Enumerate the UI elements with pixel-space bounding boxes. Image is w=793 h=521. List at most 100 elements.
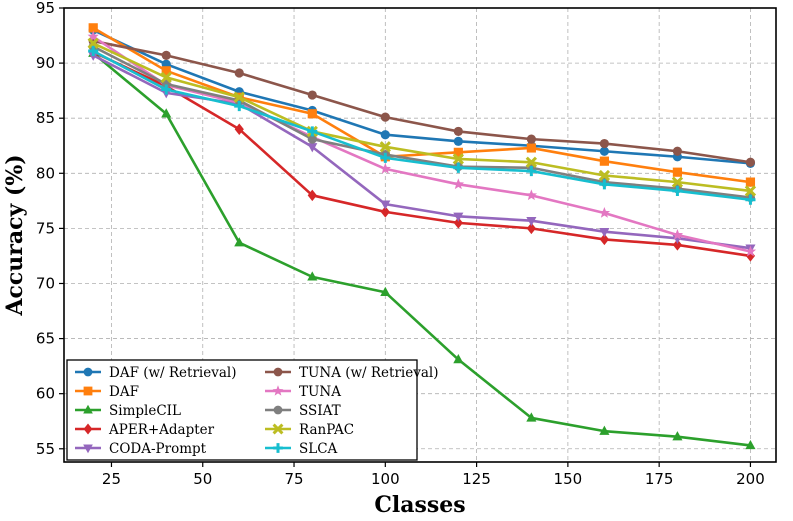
- data-point: [379, 162, 391, 174]
- data-point: [453, 126, 463, 137]
- data-point: [87, 37, 99, 49]
- series-ranpac: [87, 37, 757, 197]
- data-point: [307, 109, 317, 119]
- data-point: [453, 147, 463, 157]
- legend-label: CODA-Prompt: [109, 441, 207, 457]
- y-tick-label: 75: [36, 219, 55, 237]
- data-point: [744, 185, 757, 197]
- data-point: [307, 271, 318, 281]
- series-layer: [87, 23, 757, 450]
- data-point: [88, 51, 99, 61]
- series-line: [92, 28, 751, 165]
- data-point: [161, 50, 171, 60]
- data-point: [598, 169, 611, 182]
- data-point: [307, 90, 317, 100]
- data-point: [234, 237, 245, 247]
- data-point: [745, 157, 756, 167]
- y-tick-label: 60: [36, 385, 55, 403]
- legend-item: SLCA: [265, 441, 338, 457]
- y-tick-label: 65: [36, 330, 55, 348]
- legend-marker: [83, 423, 93, 435]
- data-point: [234, 68, 244, 78]
- data-point: [380, 286, 391, 296]
- legend: DAF (w/ Retrieval) DAF SimpleCIL APER+Adapt…: [66, 359, 439, 461]
- data-point: [672, 239, 683, 251]
- data-point: [526, 412, 537, 422]
- data-point: [161, 66, 171, 76]
- series-ssiat: [88, 41, 756, 203]
- y-tick-label: 80: [36, 164, 55, 182]
- legend-label: SSIAT: [299, 403, 341, 419]
- data-point: [526, 216, 537, 227]
- data-point: [525, 189, 538, 201]
- series-line: [92, 50, 751, 258]
- legend-label: SimpleCIL: [109, 403, 181, 419]
- data-point: [745, 439, 756, 450]
- legend-marker: [83, 367, 93, 377]
- legend-item: SimpleCIL: [75, 403, 181, 419]
- legend-label: SLCA: [299, 441, 338, 457]
- legend-label: TUNA (w/ Retrieval): [299, 365, 439, 381]
- data-point: [599, 425, 610, 435]
- data-point: [453, 136, 463, 146]
- data-point: [234, 123, 244, 135]
- data-point: [452, 178, 465, 190]
- data-point: [234, 101, 245, 112]
- data-point: [599, 156, 609, 166]
- legend-item: TUNA: [265, 384, 341, 400]
- data-point: [380, 152, 391, 163]
- data-point: [88, 23, 98, 33]
- legend-box: [66, 359, 418, 461]
- legend-label: DAF: [109, 384, 139, 400]
- series-line: [92, 52, 751, 447]
- x-tick-label: 50: [193, 470, 212, 488]
- x-tick-label: 100: [371, 470, 400, 488]
- data-point: [672, 167, 683, 177]
- data-point: [599, 179, 610, 190]
- legend-marker: [272, 423, 284, 435]
- legend-label: TUNA: [299, 384, 341, 400]
- y-tick-label: 95: [36, 0, 55, 17]
- data-point: [233, 91, 245, 103]
- data-point: [453, 162, 464, 173]
- legend-item: APER+Adapter: [75, 422, 215, 438]
- data-point: [672, 431, 683, 441]
- data-point: [598, 206, 611, 218]
- series-line: [92, 45, 751, 199]
- data-point: [671, 176, 684, 188]
- plot-frame: [63, 7, 777, 463]
- data-point: [161, 108, 172, 118]
- series-tuna-w-retrieval: [88, 36, 756, 167]
- data-point: [307, 189, 317, 202]
- data-point: [452, 153, 464, 165]
- legend-marker: [83, 444, 93, 454]
- x-tick-label: 175: [645, 470, 674, 488]
- data-point: [672, 146, 683, 156]
- ticks: 25 50 75 100 125 150 175 200 55 60 65 70 75 80 85 90 95: [36, 0, 765, 488]
- series-line: [92, 39, 751, 164]
- data-point: [745, 177, 756, 187]
- legend-label: RanPAC: [299, 422, 354, 438]
- data-point: [526, 134, 536, 144]
- series-line: [92, 49, 751, 202]
- y-tick-label: 90: [36, 54, 55, 72]
- legend-marker: [273, 367, 283, 377]
- x-tick-label: 25: [102, 470, 121, 488]
- data-point: [379, 141, 391, 153]
- data-point: [88, 45, 99, 57]
- data-point: [160, 71, 172, 84]
- legend-item: RanPAC: [265, 422, 354, 438]
- data-point: [380, 130, 390, 140]
- y-tick-label: 55: [36, 440, 55, 458]
- series-line: [92, 26, 751, 184]
- y-axis-title: Accuracy (%): [2, 154, 28, 316]
- series-line: [92, 35, 751, 253]
- data-point: [161, 84, 172, 95]
- data-point: [599, 146, 609, 156]
- legend-item: TUNA (w/ Retrieval): [265, 365, 439, 381]
- data-point: [599, 138, 609, 149]
- data-point: [380, 200, 391, 210]
- data-point: [599, 228, 610, 238]
